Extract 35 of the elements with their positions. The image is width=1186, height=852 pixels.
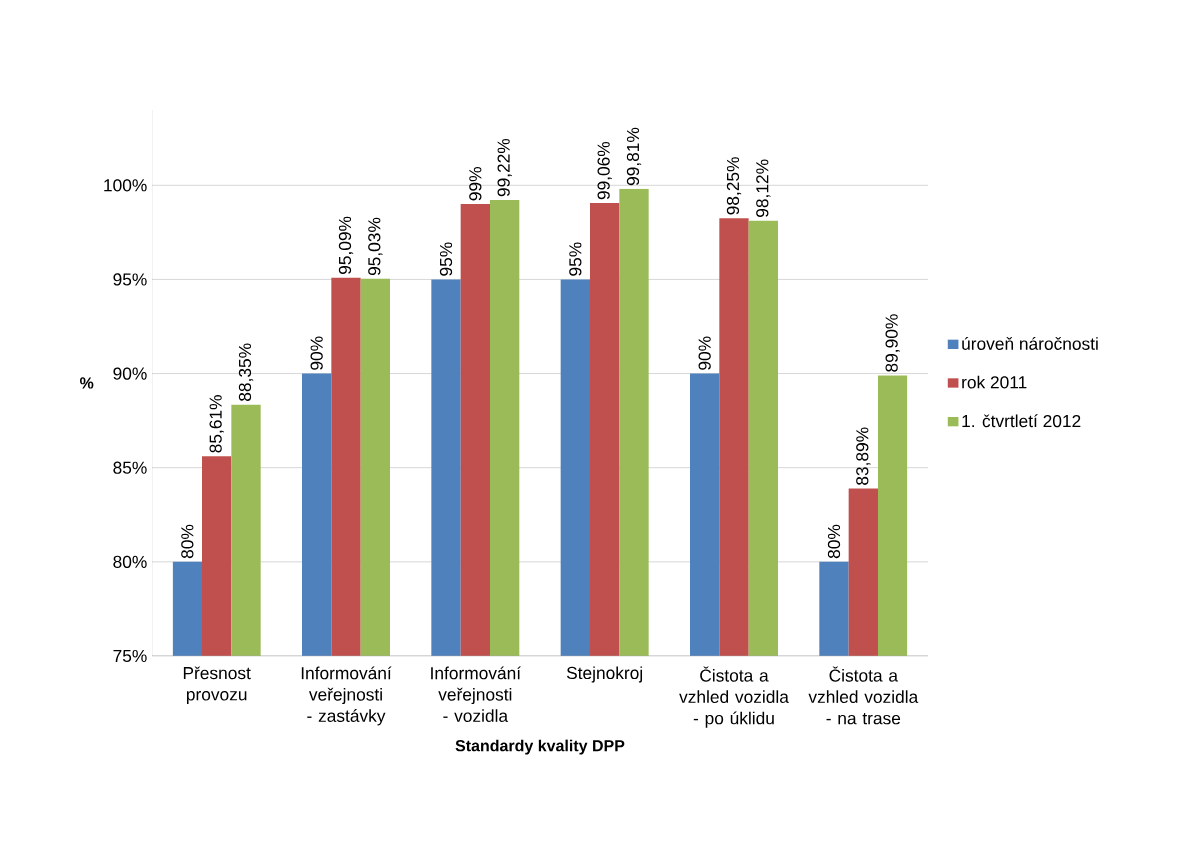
data-label: 99,06% (597, 141, 612, 200)
data-label: 90% (310, 336, 323, 370)
data-label: 90% (698, 336, 711, 370)
legend-label: rok 2011 (962, 375, 1027, 389)
x-tick-label: Stejnokroj (566, 666, 643, 683)
data-label: 99,22% (497, 138, 512, 197)
x-tick-label: Informování veřejnosti - zastávky (301, 666, 392, 726)
y-tick-label: 75% (113, 649, 147, 663)
data-label: 95,03% (368, 217, 383, 276)
data-label: 85,61% (209, 395, 224, 453)
x-axis-title: Standardy kvality DPP (455, 739, 625, 755)
legend-label: úroveň náročnosti (962, 336, 1098, 350)
y-tick-label: 80% (113, 555, 147, 568)
y-axis-title: % (79, 377, 94, 389)
data-label: 98,12% (756, 159, 771, 217)
y-tick-label: 95% (113, 273, 147, 286)
data-label: 80% (181, 524, 194, 559)
x-tick-label: Informování veřejnosti - vozidla (431, 666, 522, 722)
data-label: 95% (569, 242, 582, 276)
data-label: 98,25% (726, 157, 742, 215)
y-tick-label: 85% (113, 461, 147, 474)
data-label: 99% (469, 167, 482, 201)
data-label: 83,89% (856, 427, 871, 485)
legend-label: 1. čtvrtletí 2012 (962, 414, 1081, 428)
y-tick-label: 90% (113, 367, 147, 380)
data-label: 80% (827, 524, 841, 559)
data-label: 95,09% (338, 216, 354, 274)
data-label: 88,35% (238, 343, 254, 401)
data-label: 89,90% (885, 314, 900, 372)
data-label: 99,81% (626, 127, 642, 186)
x-tick-label: Čistota a vzhled vozidla - po úklidu (679, 666, 789, 728)
y-tick-label: 100% (104, 179, 147, 192)
x-tick-label: Čistota a vzhled vozidla - na trase (808, 666, 919, 725)
x-tick-label: Přesnost provozu (183, 666, 251, 704)
data-label: 95% (439, 242, 453, 276)
